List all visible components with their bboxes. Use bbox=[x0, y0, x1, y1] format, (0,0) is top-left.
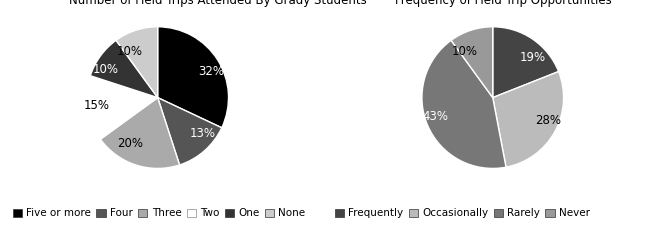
Text: 43%: 43% bbox=[422, 110, 449, 123]
Wedge shape bbox=[101, 98, 179, 168]
Text: Frequency of Field Trip Opportunities: Frequency of Field Trip Opportunities bbox=[396, 0, 612, 7]
Wedge shape bbox=[90, 40, 158, 98]
Text: 28%: 28% bbox=[535, 114, 561, 127]
Wedge shape bbox=[451, 27, 493, 98]
Text: 19%: 19% bbox=[520, 51, 546, 64]
Text: 20%: 20% bbox=[117, 137, 143, 150]
Text: 13%: 13% bbox=[189, 127, 215, 140]
Wedge shape bbox=[493, 72, 564, 167]
Wedge shape bbox=[87, 76, 158, 139]
Legend: Five or more, Four, Three, Two, One, None: Five or more, Four, Three, Two, One, Non… bbox=[12, 207, 306, 220]
Text: 15%: 15% bbox=[84, 99, 110, 112]
Text: 32%: 32% bbox=[198, 65, 224, 78]
Wedge shape bbox=[116, 27, 158, 98]
Wedge shape bbox=[158, 98, 222, 165]
Legend: Frequently, Occasionally, Rarely, Never: Frequently, Occasionally, Rarely, Never bbox=[334, 207, 591, 220]
Text: 10%: 10% bbox=[117, 45, 143, 58]
Text: 10%: 10% bbox=[93, 63, 119, 76]
Wedge shape bbox=[158, 27, 229, 128]
Wedge shape bbox=[493, 27, 558, 98]
Text: 10%: 10% bbox=[452, 45, 478, 58]
Text: Number of Field Trips Attended By Grady Students: Number of Field Trips Attended By Grady … bbox=[69, 0, 367, 7]
Wedge shape bbox=[422, 40, 506, 168]
